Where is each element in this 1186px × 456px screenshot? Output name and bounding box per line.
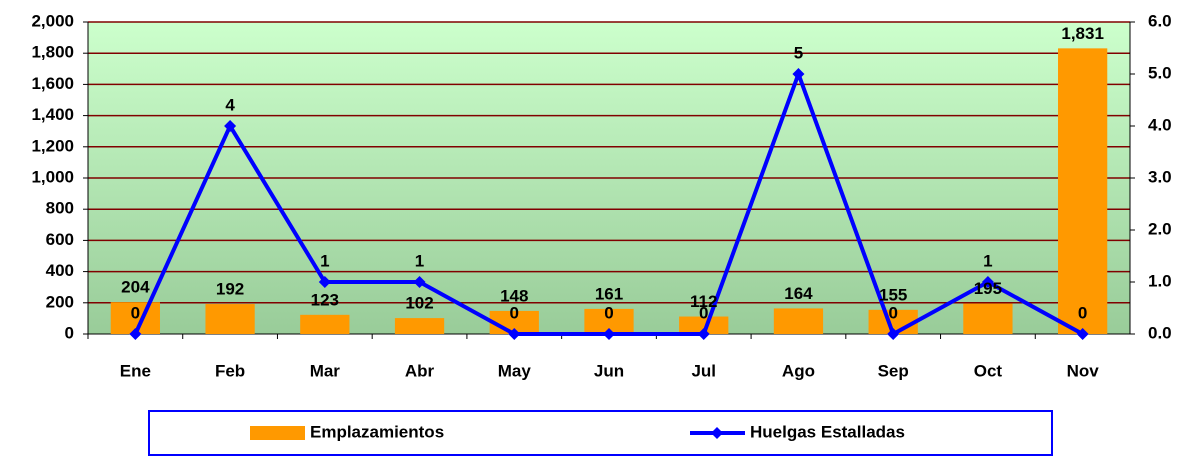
marker <box>413 276 426 288</box>
y-tick-label: 200 <box>46 292 74 311</box>
bar <box>300 314 350 334</box>
data-label: 1 <box>983 251 992 270</box>
data-label: 195 <box>974 279 1002 298</box>
x-tick-label: May <box>498 361 532 380</box>
bar <box>679 316 729 334</box>
data-label: 192 <box>216 280 244 299</box>
y-tick-label: 1,600 <box>31 74 74 93</box>
marker <box>1076 328 1089 340</box>
y-tick-label: 1,400 <box>31 105 74 124</box>
y-tick-label: 800 <box>46 199 74 218</box>
bar <box>205 304 255 334</box>
y2-tick-label: 4.0 <box>1148 115 1172 134</box>
y2-tick-label: 0.0 <box>1148 323 1172 342</box>
y-tick-label: 400 <box>46 261 74 280</box>
x-tick-label: Ene <box>120 361 151 380</box>
legend-marker <box>711 427 723 439</box>
x-tick-label: Feb <box>215 361 245 380</box>
y-tick-label: 2,000 <box>31 11 74 30</box>
data-label: 161 <box>595 284 623 303</box>
x-tick-label: Jul <box>691 361 716 380</box>
y2-tick-label: 3.0 <box>1148 167 1172 186</box>
x-tick-label: Sep <box>878 361 909 380</box>
data-label: 102 <box>405 294 433 313</box>
data-label: 4 <box>225 95 235 114</box>
data-label: 0 <box>604 303 613 322</box>
data-label: 5 <box>794 43 803 62</box>
data-label: 1 <box>320 251 329 270</box>
marker <box>981 276 994 288</box>
data-label: 123 <box>311 290 339 309</box>
marker <box>318 276 331 288</box>
data-label: 148 <box>500 286 528 305</box>
y-tick-label: 0 <box>65 323 74 342</box>
y-tick-label: 1,800 <box>31 43 74 62</box>
data-label: 112 <box>690 292 717 311</box>
legend-swatch <box>250 426 305 440</box>
x-tick-label: Jun <box>594 361 624 380</box>
y2-tick-label: 2.0 <box>1148 219 1172 238</box>
marker <box>887 328 900 340</box>
marker <box>129 328 142 340</box>
y2-tick-label: 6.0 <box>1148 11 1172 30</box>
legend-label: Emplazamientos <box>310 422 444 441</box>
bar <box>773 308 824 334</box>
bar <box>394 318 445 334</box>
legend-label: Huelgas Estalladas <box>750 422 905 441</box>
bar <box>1058 48 1108 334</box>
data-label: 164 <box>784 284 813 303</box>
data-label: 0 <box>510 303 519 322</box>
marker <box>224 120 237 132</box>
data-label: 204 <box>121 278 150 297</box>
bar <box>963 303 1013 334</box>
y-tick-label: 1,000 <box>31 167 74 186</box>
x-tick-label: Abr <box>405 361 435 380</box>
marker <box>603 328 615 340</box>
data-label: 0 <box>699 303 708 322</box>
data-label: 1 <box>415 251 424 270</box>
marker <box>697 328 710 340</box>
data-label: 0 <box>888 303 897 322</box>
y2-tick-label: 5.0 <box>1148 63 1172 82</box>
x-tick-label: Mar <box>310 361 341 380</box>
data-label: 1,831 <box>1061 24 1104 43</box>
x-tick-label: Ago <box>782 361 815 380</box>
x-tick-label: Nov <box>1067 361 1100 380</box>
data-label: 0 <box>1078 303 1087 322</box>
data-label: 155 <box>879 285 907 304</box>
data-label: 0 <box>131 303 140 322</box>
marker <box>508 328 521 340</box>
y-tick-label: 1,200 <box>31 136 74 155</box>
x-tick-label: Oct <box>974 361 1003 380</box>
marker <box>792 68 805 80</box>
y-tick-label: 600 <box>46 230 74 249</box>
y2-tick-label: 1.0 <box>1148 271 1172 290</box>
